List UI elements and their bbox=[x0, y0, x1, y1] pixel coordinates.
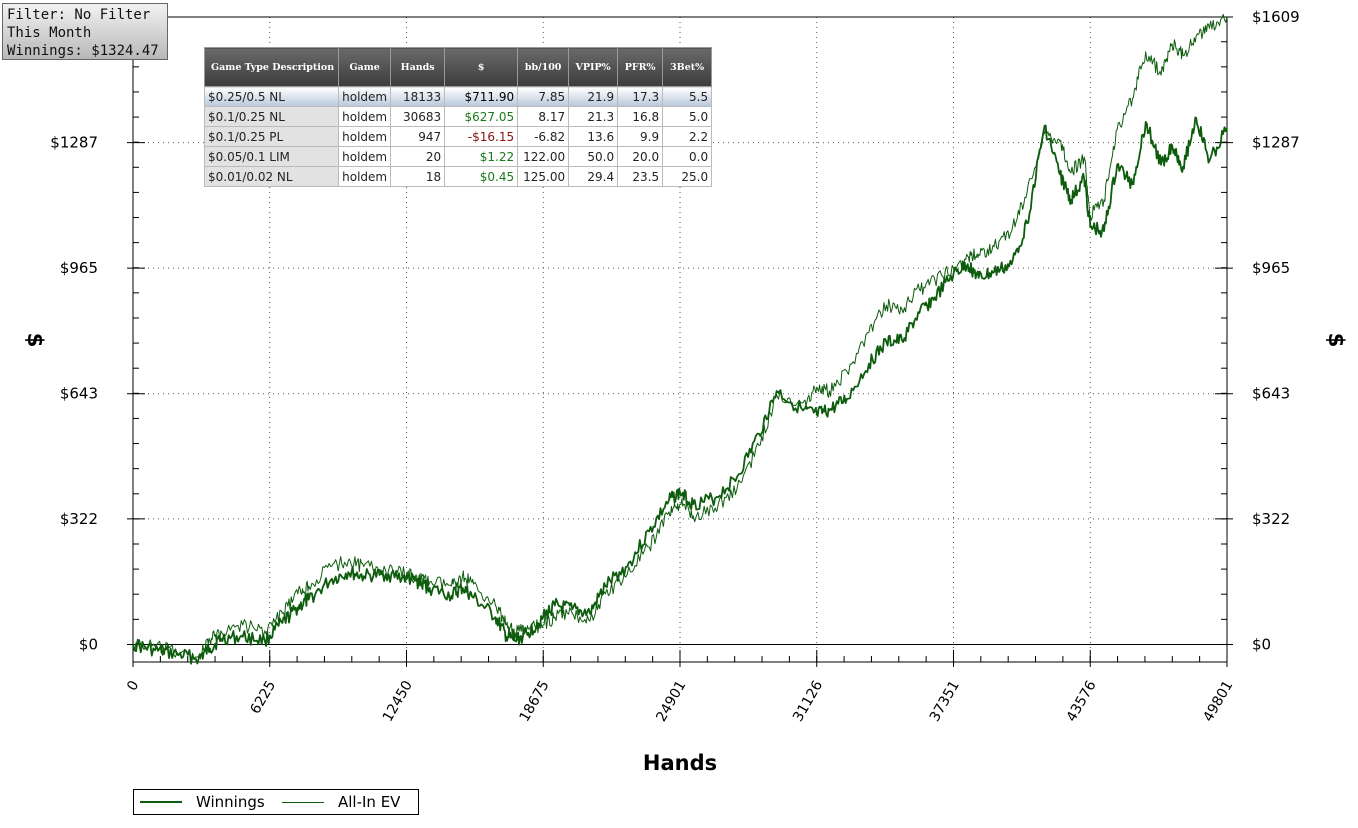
x-tick-label: 18675 bbox=[517, 678, 553, 725]
cell-dollars: -$16.15 bbox=[444, 126, 519, 147]
cell-3bet: 0.0 bbox=[662, 146, 713, 167]
x-tick-label: 6225 bbox=[248, 678, 280, 717]
cell-pfr: 20.0 bbox=[617, 146, 664, 167]
cell-desc: $0.25/0.5 NL bbox=[203, 86, 340, 107]
legend-item-winnings[interactable]: Winnings bbox=[140, 793, 265, 811]
legend-label-allin-ev: All-In EV bbox=[338, 793, 401, 811]
game-type-summary-table: Game Type Description Game Hands $ bb/10… bbox=[203, 47, 713, 187]
col-header-dollars[interactable]: $ bbox=[444, 47, 519, 87]
cell-hands: 18 bbox=[390, 166, 446, 187]
x-axis-title: Hands bbox=[643, 751, 717, 775]
series-line-winnings bbox=[132, 116, 1228, 665]
y-axis-title-right: $ bbox=[1324, 333, 1348, 348]
y-tick-label-left: $965 bbox=[60, 259, 98, 277]
y-tick-label-left: $0 bbox=[79, 635, 98, 653]
cell-pfr: 23.5 bbox=[617, 166, 664, 187]
x-tick-label: 0 bbox=[124, 678, 142, 694]
col-header-pfr[interactable]: PFR% bbox=[617, 47, 664, 87]
cell-game: holdem bbox=[338, 166, 392, 187]
cell-bb100: 122.00 bbox=[517, 146, 570, 167]
cell-pfr: 9.9 bbox=[617, 126, 664, 147]
y-axis-title-left: $ bbox=[23, 333, 47, 348]
x-tick-label: 37351 bbox=[927, 678, 963, 725]
y-tick-label-left: $1287 bbox=[50, 134, 98, 152]
y-tick-label-right: $1287 bbox=[1252, 134, 1300, 152]
cell-3bet: 2.2 bbox=[662, 126, 713, 147]
winnings-total: Winnings: $1324.47 bbox=[7, 43, 159, 59]
cell-3bet: 5.5 bbox=[662, 86, 713, 107]
table-row[interactable]: $0.05/0.1 LIM holdem 20 $1.22 122.00 50.… bbox=[203, 146, 713, 167]
legend-swatch-allin-ev bbox=[282, 801, 324, 803]
axes bbox=[127, 16, 1233, 667]
table-row[interactable]: $0.1/0.25 NL holdem 30683 $627.05 8.17 2… bbox=[203, 106, 713, 127]
cell-hands: 20 bbox=[390, 146, 446, 167]
cell-game: holdem bbox=[338, 126, 392, 147]
series-line-allin-ev bbox=[132, 13, 1228, 661]
cell-desc: $0.05/0.1 LIM bbox=[203, 146, 340, 167]
x-tick-label: 43576 bbox=[1064, 678, 1100, 725]
cell-pfr: 17.3 bbox=[617, 86, 664, 107]
cell-bb100: 125.00 bbox=[517, 166, 570, 187]
legend: Winnings All-In EV bbox=[133, 789, 419, 815]
cell-hands: 30683 bbox=[390, 106, 446, 127]
cell-vpip: 50.0 bbox=[568, 146, 619, 167]
y-tick-label-right: $965 bbox=[1252, 259, 1290, 277]
y-tick-label-right: $322 bbox=[1252, 510, 1290, 528]
y-tick-label-right: $0 bbox=[1252, 635, 1271, 653]
cell-dollars: $627.05 bbox=[444, 106, 519, 127]
x-tick-label: 49801 bbox=[1200, 678, 1236, 725]
table-row[interactable]: $0.01/0.02 NL holdem 18 $0.45 125.00 29.… bbox=[203, 166, 713, 187]
x-tick-label: 24901 bbox=[653, 678, 689, 725]
period-label: This Month bbox=[7, 25, 92, 41]
cell-vpip: 29.4 bbox=[568, 166, 619, 187]
cell-bb100: 7.85 bbox=[517, 86, 570, 107]
col-header-bb100[interactable]: bb/100 bbox=[517, 47, 570, 87]
x-tick-label: 31126 bbox=[790, 678, 826, 725]
legend-item-allin-ev[interactable]: All-In EV bbox=[282, 793, 400, 811]
cell-vpip: 21.9 bbox=[568, 86, 619, 107]
y-tick-label-right: $1609 bbox=[1252, 8, 1300, 26]
cell-game: holdem bbox=[338, 146, 392, 167]
cell-vpip: 21.3 bbox=[568, 106, 619, 127]
legend-label-winnings: Winnings bbox=[196, 793, 265, 811]
col-header-vpip[interactable]: VPIP% bbox=[568, 47, 619, 87]
cell-desc: $0.1/0.25 NL bbox=[203, 106, 340, 127]
cell-desc: $0.1/0.25 PL bbox=[203, 126, 340, 147]
cell-bb100: 8.17 bbox=[517, 106, 570, 127]
table-row[interactable]: $0.1/0.25 PL holdem 947 -$16.15 -6.82 13… bbox=[203, 126, 713, 147]
col-header-game[interactable]: Game bbox=[338, 47, 392, 87]
x-tick-label: 12450 bbox=[380, 678, 416, 725]
table-row[interactable]: $0.25/0.5 NL holdem 18133 $711.90 7.85 2… bbox=[203, 86, 713, 107]
cell-dollars: $1.22 bbox=[444, 146, 519, 167]
cell-hands: 947 bbox=[390, 126, 446, 147]
cell-game: holdem bbox=[338, 106, 392, 127]
filter-info-box: Filter: No Filter This Month Winnings: $… bbox=[2, 3, 168, 60]
y-tick-label-left: $643 bbox=[60, 385, 98, 403]
cell-dollars: $711.90 bbox=[444, 86, 519, 107]
y-tick-label-left: $322 bbox=[60, 510, 98, 528]
cell-hands: 18133 bbox=[390, 86, 446, 107]
legend-swatch-winnings bbox=[140, 801, 182, 803]
col-header-hands[interactable]: Hands bbox=[390, 47, 446, 87]
col-header-3bet[interactable]: 3Bet% bbox=[662, 47, 713, 87]
series-lines bbox=[132, 13, 1228, 665]
cell-desc: $0.01/0.02 NL bbox=[203, 166, 340, 187]
cell-pfr: 16.8 bbox=[617, 106, 664, 127]
cell-3bet: 25.0 bbox=[662, 166, 713, 187]
cell-game: holdem bbox=[338, 86, 392, 107]
cell-vpip: 13.6 bbox=[568, 126, 619, 147]
filter-label: Filter: No Filter bbox=[7, 7, 151, 23]
y-tick-label-right: $643 bbox=[1252, 385, 1290, 403]
cell-dollars: $0.45 bbox=[444, 166, 519, 187]
col-header-game-type[interactable]: Game Type Description bbox=[203, 47, 340, 87]
cell-bb100: -6.82 bbox=[517, 126, 570, 147]
table-header-row: Game Type Description Game Hands $ bb/10… bbox=[203, 47, 713, 87]
cell-3bet: 5.0 bbox=[662, 106, 713, 127]
